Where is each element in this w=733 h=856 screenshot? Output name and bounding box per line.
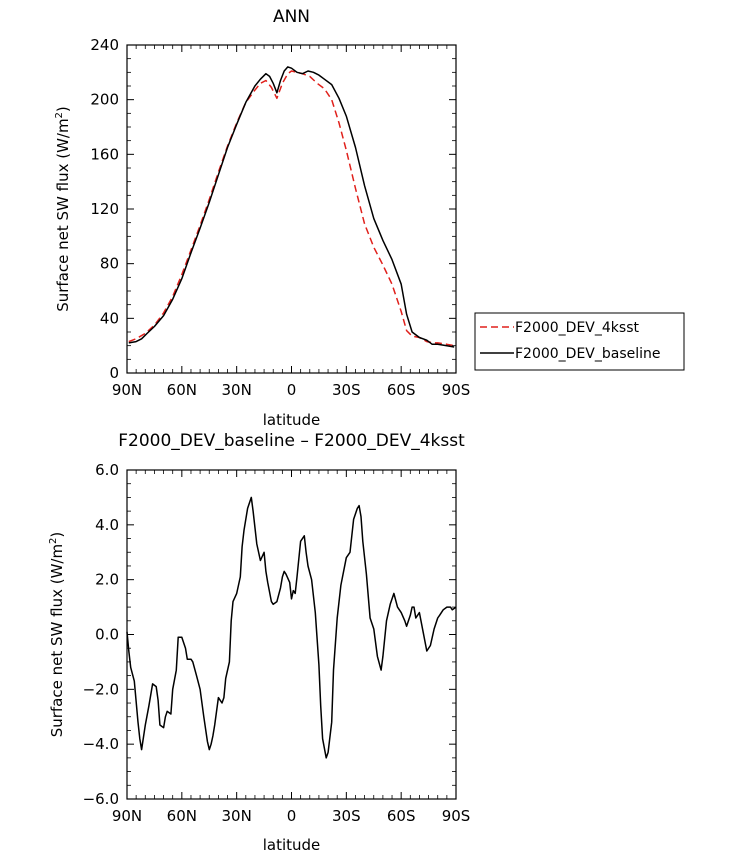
top-x-axis-label: latitude	[263, 411, 321, 429]
y-tick-label: 120	[90, 200, 119, 218]
y-tick-label: 160	[90, 145, 119, 163]
top-y-axis-label-main: Surface net SW flux (W/m	[54, 118, 72, 311]
x-tick-label: 60S	[387, 381, 416, 399]
x-tick-label: 0	[287, 381, 297, 399]
x-tick-label: 30S	[332, 807, 361, 825]
top-y-axis-label: Surface net SW flux (W/m2)	[54, 106, 72, 312]
legend-label-4ksst: F2000_DEV_4ksst	[515, 320, 639, 336]
y-tick-label: −6.0	[83, 790, 119, 808]
series-line-difference	[126, 496, 457, 759]
x-tick-label: 90N	[112, 381, 142, 399]
x-tick-label: 90S	[442, 381, 471, 399]
y-tick-label: −4.0	[83, 735, 119, 753]
bottom-series-lines	[126, 496, 457, 759]
bottom-x-axis-label: latitude	[263, 836, 321, 854]
y-tick-label: 6.0	[95, 461, 119, 479]
y-tick-label: 80	[100, 255, 119, 273]
top-chart-title: ANN	[273, 7, 310, 27]
x-tick-label: 60N	[167, 807, 197, 825]
top-y-axis-label-close: )	[54, 106, 72, 112]
y-tick-label: 200	[90, 91, 119, 109]
x-tick-label: 60N	[167, 381, 197, 399]
bottom-y-axis-label-superscript: 2	[48, 538, 59, 544]
x-tick-label: 30N	[222, 807, 252, 825]
legend: F2000_DEV_4ksst F2000_DEV_baseline	[474, 312, 685, 371]
bottom-y-axis-label-close: )	[48, 532, 66, 538]
bottom-axis-ticks: 90N 60N 30N 0 30S 60S 90S −6.0 −4.0 −2.0 0.0 2.0 4.0…	[83, 461, 471, 825]
series-line-f2000-dev-baseline	[128, 66, 455, 348]
x-tick-label: 90S	[442, 807, 471, 825]
legend-label-baseline: F2000_DEV_baseline	[515, 346, 661, 362]
x-tick-label: 30N	[222, 381, 252, 399]
y-tick-label: 0	[109, 364, 119, 382]
bottom-plot-frame	[126, 469, 457, 800]
bottom-y-axis-label-main: Surface net SW flux (W/m	[48, 544, 66, 737]
series-line-f2000-dev-4ksst	[128, 70, 455, 347]
top-plot-frame	[126, 44, 457, 374]
x-tick-label: 30S	[332, 381, 361, 399]
x-tick-label: 60S	[387, 807, 416, 825]
y-tick-label: 40	[100, 309, 119, 327]
y-tick-label: 240	[90, 36, 119, 54]
x-tick-label: 0	[287, 807, 297, 825]
y-tick-label: 4.0	[95, 516, 119, 534]
y-tick-label: 0.0	[95, 626, 119, 644]
x-tick-label: 90N	[112, 807, 142, 825]
bottom-chart-title: F2000_DEV_baseline – F2000_DEV_4ksst	[118, 431, 465, 451]
top-series-lines	[128, 66, 455, 348]
y-tick-label: 2.0	[95, 571, 119, 589]
bottom-y-axis-label: Surface net SW flux (W/m2)	[48, 532, 66, 738]
y-tick-label: −2.0	[83, 680, 119, 698]
top-panel: ANN 90N 60N 30N 0 30S 60S 90S 0 40 80 120 160 200 240…	[54, 7, 685, 429]
top-axis-ticks: 90N 60N 30N 0 30S 60S 90S 0 40 80 120 160 200 240	[90, 36, 470, 399]
bottom-panel: F2000_DEV_baseline – F2000_DEV_4ksst 90N…	[48, 431, 470, 854]
top-y-axis-label-superscript: 2	[54, 112, 65, 118]
legend-box	[474, 312, 685, 371]
